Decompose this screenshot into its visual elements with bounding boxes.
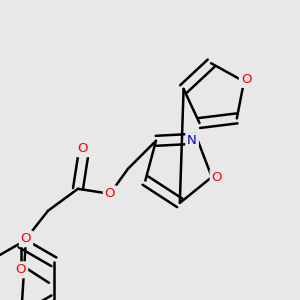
Text: O: O — [78, 142, 88, 155]
Text: O: O — [16, 263, 26, 276]
Text: O: O — [241, 73, 251, 86]
Text: O: O — [21, 232, 31, 245]
Text: O: O — [212, 171, 222, 184]
Text: O: O — [105, 187, 115, 200]
Text: N: N — [187, 134, 197, 147]
